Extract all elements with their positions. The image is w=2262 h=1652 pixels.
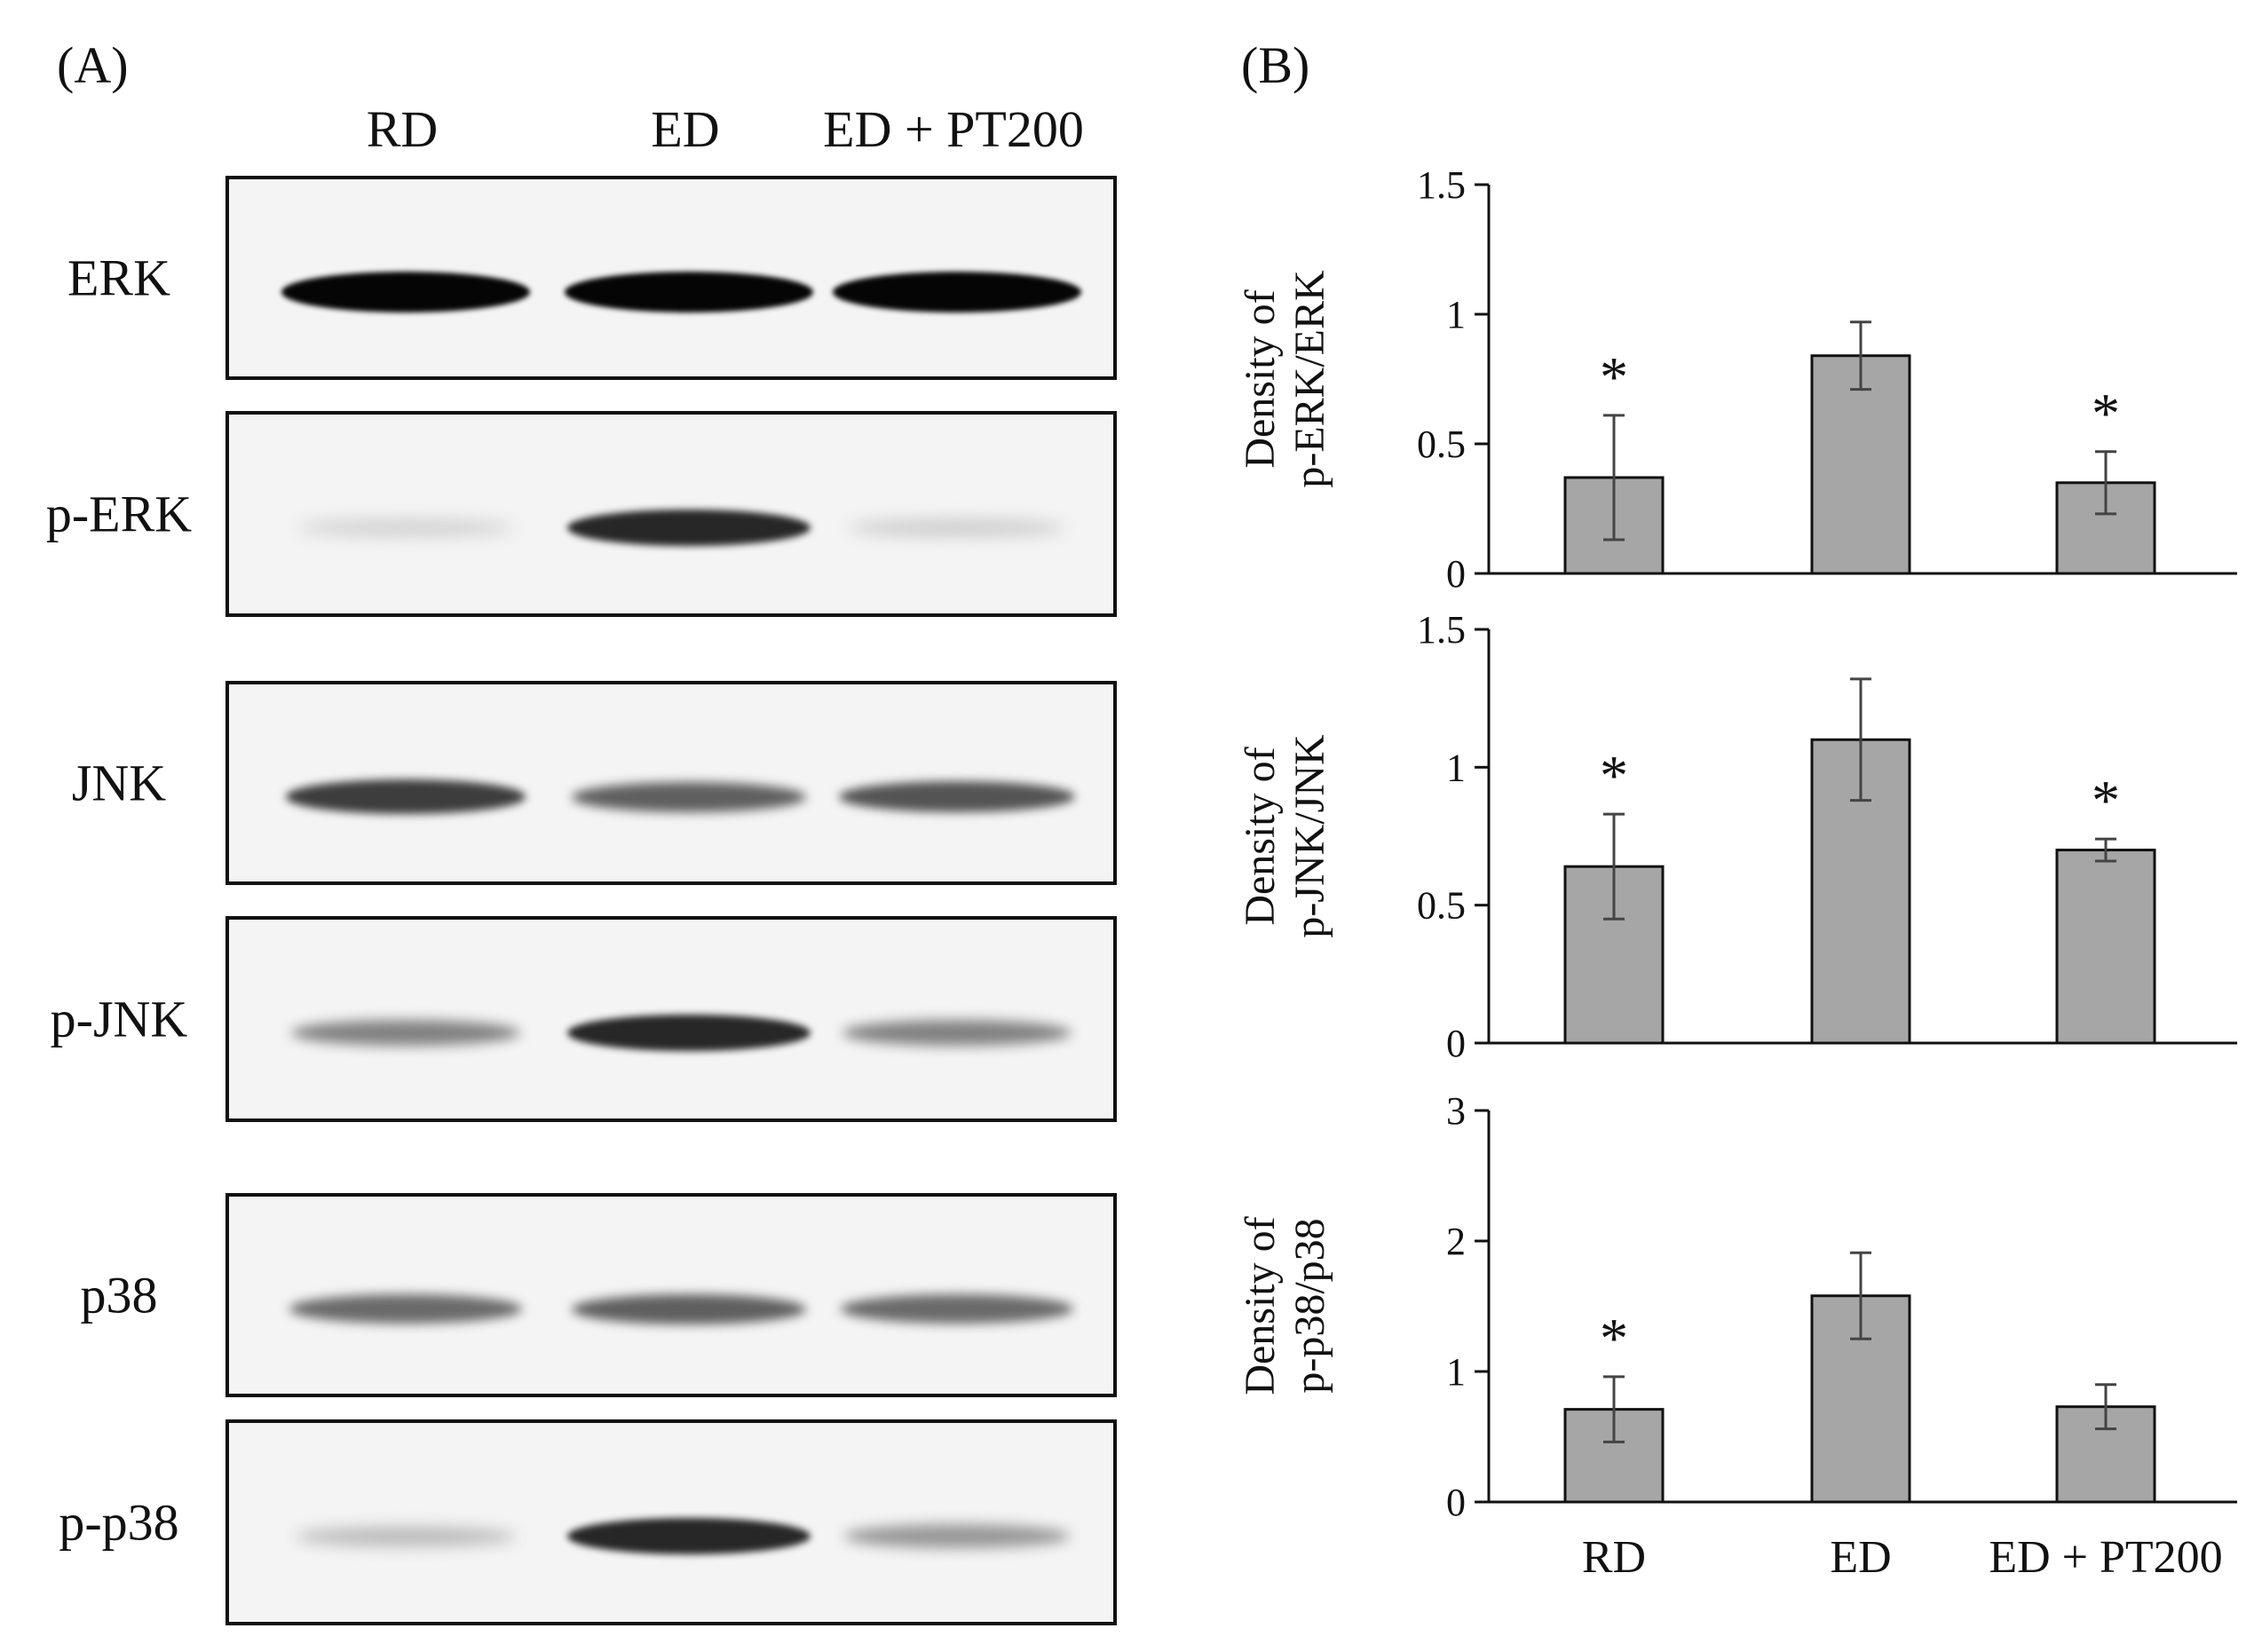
- band-p-erk-lane-2: [567, 509, 811, 547]
- band-erk-lane-1: [281, 271, 530, 312]
- significance-marker: *: [1600, 744, 1628, 807]
- y-tick-label: 0.5: [1417, 423, 1466, 466]
- significance-marker: *: [2092, 769, 2120, 832]
- x-category-label: RD: [1582, 1532, 1646, 1583]
- band-p38-lane-3: [841, 1294, 1073, 1324]
- y-axis-label-line: p-p38/p38: [1286, 1218, 1333, 1393]
- significance-marker: *: [1600, 345, 1628, 408]
- band-p-jnk-lane-1: [291, 1019, 520, 1047]
- y-tick-label: 2: [1446, 1220, 1466, 1263]
- band-jnk-lane-3: [839, 780, 1075, 813]
- blot-image-p-erk: [225, 411, 1117, 617]
- band-p-p38-lane-2: [567, 1517, 811, 1555]
- y-tick-label: 0.5: [1417, 884, 1466, 928]
- lane-label-ed: ED: [651, 100, 720, 158]
- y-tick-label: 1: [1446, 293, 1466, 336]
- band-p-p38-lane-3: [844, 1524, 1070, 1548]
- y-tick-label: 0: [1446, 552, 1466, 596]
- blot-image-p-p38: [225, 1419, 1117, 1625]
- y-tick-label: 1.5: [1417, 608, 1466, 652]
- band-jnk-lane-1: [286, 779, 526, 814]
- bar-ed-pt200: [2055, 849, 2156, 1045]
- y-tick-label: 1: [1446, 1350, 1466, 1394]
- shared-x-axis-labels: RD ED ED + PT200: [1582, 1532, 2223, 1583]
- band-erk-lane-2: [565, 271, 813, 312]
- band-p-jnk-lane-2: [567, 1014, 811, 1052]
- panel-a-letter: (A): [57, 36, 129, 94]
- chart-p-erk-erk: 0 0.5 1 1.5 Density ofp-ERK/ERK * *: [1237, 163, 2237, 596]
- y-tick-label: 1: [1446, 746, 1466, 789]
- y-axis-label-line: Density of: [1237, 1216, 1284, 1395]
- lane-label-ed-pt200: ED + PT200: [823, 100, 1084, 158]
- y-tick-label: 0: [1446, 1481, 1466, 1524]
- y-axis-label: Density ofp-JNK/JNK: [1237, 734, 1333, 938]
- y-tick-label: 3: [1446, 1089, 1466, 1133]
- x-category-label: ED: [1830, 1532, 1891, 1583]
- band-p38-lane-2: [572, 1293, 806, 1324]
- lane-label-rd: RD: [366, 100, 439, 158]
- significance-marker: *: [2092, 382, 2120, 445]
- y-tick-label: 0: [1446, 1022, 1466, 1065]
- band-erk-lane-3: [833, 271, 1081, 312]
- y-axis-label-line: p-ERK/ERK: [1286, 270, 1333, 488]
- chart-p-jnk-jnk: 0 0.5 1 1.5 Density ofp-JNK/JNK * *: [1237, 608, 2237, 1065]
- blot-label-p-p38: p-p38: [59, 1493, 179, 1552]
- blot-label-p-erk: p-ERK: [45, 485, 193, 543]
- band-p-erk-lane-1: [297, 519, 514, 537]
- blot-image-p-jnk: [225, 916, 1117, 1122]
- band-jnk-lane-2: [572, 781, 806, 812]
- x-category-label: ED + PT200: [1989, 1532, 2222, 1583]
- band-p38-lane-1: [289, 1294, 522, 1324]
- bar-ed: [1810, 354, 1911, 575]
- chart-p-p38-p38: 0 1 2 3 Density ofp-p38/p38 *: [1237, 1089, 2237, 1524]
- y-axis-label: Density ofp-p38/p38: [1237, 1216, 1333, 1395]
- y-axis-label: Density ofp-ERK/ERK: [1237, 270, 1333, 488]
- y-axis-label-line: Density of: [1237, 747, 1284, 925]
- band-p-jnk-lane-3: [842, 1019, 1072, 1047]
- y-tick-label: 1.5: [1417, 163, 1466, 207]
- y-axis-label-line: p-JNK/JNK: [1286, 734, 1333, 938]
- significance-marker: *: [1600, 1307, 1628, 1370]
- y-axis-label-line: Density of: [1237, 289, 1284, 468]
- blot-label-p-jnk: p-JNK: [50, 990, 188, 1048]
- blot-label-erk: ERK: [67, 249, 170, 307]
- blot-image-jnk: [225, 681, 1117, 885]
- band-p-p38-lane-1: [296, 1526, 516, 1546]
- blot-image-erk: [225, 176, 1117, 380]
- band-p-erk-lane-3: [848, 518, 1066, 537]
- blot-label-p38: p38: [80, 1266, 158, 1324]
- blot-image-p38: [225, 1193, 1117, 1397]
- panel-b-letter: (B): [1241, 36, 1310, 94]
- blot-label-jnk: JNK: [71, 754, 167, 812]
